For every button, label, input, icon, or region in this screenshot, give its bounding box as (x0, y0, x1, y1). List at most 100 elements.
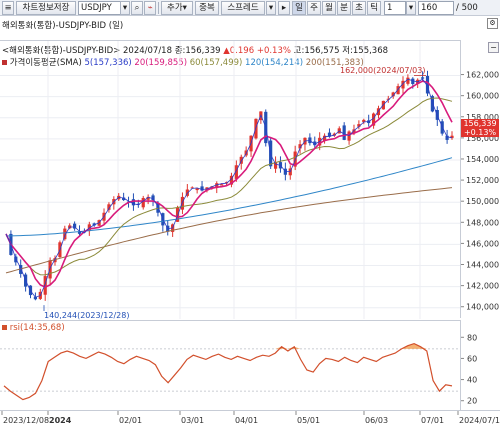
candle-body (396, 86, 400, 95)
low-annotation: 140,244(2023/12/28) (44, 311, 130, 320)
candle-body (33, 296, 38, 300)
period-month-button[interactable]: 월 (322, 1, 336, 15)
add-button[interactable]: 추가▾ (161, 1, 193, 15)
price-tick-label: 150,000 (466, 197, 499, 206)
candle-body (92, 223, 96, 226)
date-tick-label: 03/01 (181, 416, 204, 425)
price-chart-pane[interactable]: <해외통화(통합)-USDJPY-BID> 2024/07/18 종:156,3… (0, 40, 460, 320)
last-price-tag: 156,339 +0.13% (461, 119, 499, 137)
symbol-dropdown-icon[interactable]: ▾ (120, 1, 130, 15)
period-unit-input[interactable]: 1 (384, 1, 406, 15)
period-tick-button[interactable]: 틱 (367, 1, 381, 15)
symbol-input[interactable]: USDJPY (78, 1, 122, 15)
search-icon[interactable]: ⌕ (131, 1, 143, 15)
title-text: 해외통화(통합)-USDJPY-BID (2, 21, 107, 31)
rsi-tick-label: 40 (467, 376, 477, 385)
collapse-icon[interactable]: − (488, 42, 499, 53)
ma60-line (5, 97, 453, 276)
ma20-line (5, 80, 453, 288)
last-price: 156,339 (463, 119, 497, 128)
ma-legend-icon (2, 60, 7, 65)
price-tick-label: 140,000 (466, 303, 499, 312)
candle-body (73, 223, 77, 229)
candle-body (200, 186, 204, 191)
candle-body (425, 75, 430, 94)
candle-body (19, 265, 23, 274)
candle-body (450, 135, 454, 139)
price-chart[interactable] (0, 41, 460, 319)
price-tick-label: 142,000 (466, 282, 499, 291)
period-minute-button[interactable]: 분 (337, 1, 351, 15)
period-day-button[interactable]: 일 (292, 1, 306, 15)
quote-line-label: <해외통화(통합)-USDJPY-BID> 2024/07/18 종:156,3… (2, 46, 221, 56)
rsi-tick-label: 80 (467, 333, 477, 342)
price-tick-label: 146,000 (466, 239, 499, 248)
candle-body (220, 184, 224, 186)
candle-body (357, 124, 361, 127)
add-label: 추가 (167, 3, 183, 13)
price-tick-label: 160,000 (466, 92, 499, 101)
settings-icon[interactable]: ⚙ (487, 18, 498, 29)
date-axis[interactable]: 2023/12/08 2024 02/01 03/01 04/01 05/01 06/03 0… (0, 410, 500, 436)
quote-line: <해외통화(통합)-USDJPY-BID> 2024/07/18 종:156,3… (2, 44, 388, 56)
date-tick-label: 2024 (49, 416, 72, 425)
next-icon[interactable]: ▸ (278, 1, 290, 15)
rsi-axis[interactable]: 80 60 40 20 (460, 320, 500, 410)
candle-body (371, 113, 376, 126)
ma20-legend: 20(159,855) (134, 58, 188, 68)
ma200-line (5, 187, 453, 274)
price-tick-label: 148,000 (466, 218, 499, 227)
date-tick-label: 04/01 (235, 416, 258, 425)
compare-button[interactable]: 중복 (195, 1, 219, 15)
candle-body (195, 188, 199, 191)
high-annotation: 162,000(2024/07/03) (340, 66, 426, 75)
candle-body (362, 119, 366, 123)
price-tick-label: 144,000 (466, 261, 499, 270)
chart-title: 해외통화(통합)-USDJPY-BID (일) (2, 19, 123, 31)
ma120-line (5, 157, 453, 237)
period-second-button[interactable]: 초 (352, 1, 366, 15)
rsi-tick-label: 60 (467, 354, 477, 363)
tab-chart-info-save[interactable]: 차트정보저장 (16, 1, 76, 15)
spread-dropdown-icon[interactable]: ▾ (266, 1, 276, 15)
price-axis[interactable]: 162,000 160,000 158,000 156,000 154,000 152,0… (460, 40, 500, 318)
add-dropdown-icon: ▾ (182, 3, 187, 13)
count-total: / 500 (456, 3, 478, 13)
candle-body (411, 78, 415, 84)
candle-body (215, 183, 219, 189)
candle-body (131, 199, 136, 206)
candle-body (386, 98, 390, 100)
spread-button[interactable]: 스프레드 (221, 1, 265, 15)
unit-dropdown-icon[interactable]: ▾ (406, 1, 416, 15)
candle-body (234, 165, 238, 179)
rsi-legend-icon (2, 325, 7, 330)
ma60-legend: 60(157,499) (189, 58, 243, 68)
ma-legend-label: 가격이동평균(SMA) (9, 58, 82, 68)
chart-type-icon[interactable]: ⌁ (144, 1, 156, 15)
candle-body (376, 108, 381, 116)
price-tick-label: 162,000 (466, 71, 499, 80)
candle-body (63, 228, 67, 240)
title-period: (일) (108, 21, 124, 31)
period-week-button[interactable]: 주 (307, 1, 321, 15)
candle-body (190, 187, 194, 189)
menu-button[interactable]: ≡ (2, 1, 14, 15)
candle-body (122, 197, 126, 201)
price-tick-label: 152,000 (466, 176, 499, 185)
candle-body (420, 77, 425, 79)
ma5-line (5, 78, 453, 298)
rsi-chart[interactable] (0, 321, 460, 411)
rsi-line (3, 342, 453, 401)
candle-body (43, 276, 47, 295)
candle-body (298, 144, 302, 149)
candle-body (239, 156, 243, 164)
last-change: +0.13% (463, 128, 497, 137)
candle-body (430, 96, 434, 112)
rsi-pane[interactable]: rsi(14:35,68) (0, 320, 460, 410)
date-tick-label: 02/01 (119, 416, 142, 425)
candle-body (401, 80, 405, 89)
candle-body (445, 135, 449, 140)
candle-body (229, 175, 234, 185)
count-input[interactable]: 160 (418, 1, 454, 15)
candle-body (342, 125, 346, 140)
